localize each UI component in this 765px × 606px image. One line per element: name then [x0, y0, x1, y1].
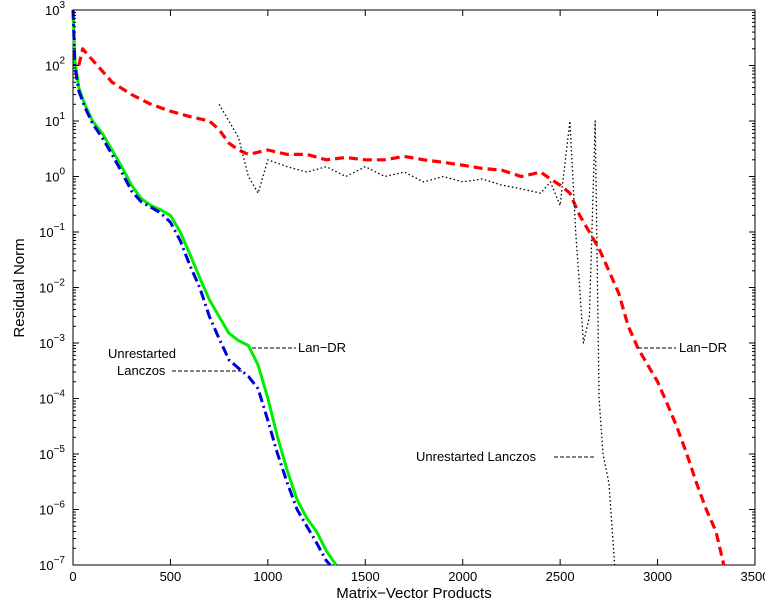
y-tick-label: 10−4: [39, 389, 65, 407]
x-tick-label: 1000: [253, 569, 282, 584]
y-tick-label: 10−2: [39, 278, 65, 296]
x-tick-label: 3500: [741, 569, 765, 584]
series-line-0: [71, 9, 338, 566]
series-line-3: [218, 103, 616, 566]
y-tick-label: 103: [45, 0, 65, 18]
x-tick-label: 2500: [546, 569, 575, 584]
y-tick-label: 101: [45, 111, 65, 129]
y-tick-label: 10−7: [39, 555, 65, 573]
series-line-2: [77, 47, 726, 566]
y-axis-title: Residual Norm: [11, 238, 28, 337]
x-tick-label: 3000: [643, 569, 672, 584]
annotation-landr-right: Lan−DR: [638, 340, 727, 355]
annotation-label-line2: Lanczos: [117, 363, 166, 378]
x-axis-title: Matrix−Vector Products: [336, 585, 491, 602]
annotation-label: Unrestarted Lanczos: [416, 449, 536, 464]
x-axis-ticks: 0 500 1000 1500 2000 2500 3000 3500: [69, 10, 765, 584]
plot-area: [72, 9, 756, 566]
series-line-1: [71, 9, 332, 566]
annotation-unrestarted-left: Unrestarted Lanczos: [108, 346, 244, 378]
y-tick-label: 102: [45, 56, 65, 74]
annotation-unrestarted-right: Unrestarted Lanczos: [416, 449, 594, 464]
y-tick-label: 10−3: [39, 333, 65, 351]
y-tick-label: 10−1: [39, 222, 65, 240]
annotation-label: Lan−DR: [298, 340, 346, 355]
x-tick-label: 2000: [448, 569, 477, 584]
annotation-label: Lan−DR: [679, 340, 727, 355]
y-tick-label: 10−6: [39, 500, 65, 518]
y-tick-label: 10−5: [39, 444, 65, 462]
annotation-label-line1: Unrestarted: [108, 346, 176, 361]
annotation-landr-left: Lan−DR: [252, 340, 346, 355]
x-tick-label: 500: [160, 569, 182, 584]
x-tick-label: 1500: [351, 569, 380, 584]
series-layer: [71, 9, 726, 566]
x-tick-label: 0: [69, 569, 76, 584]
y-tick-label: 100: [45, 167, 65, 185]
